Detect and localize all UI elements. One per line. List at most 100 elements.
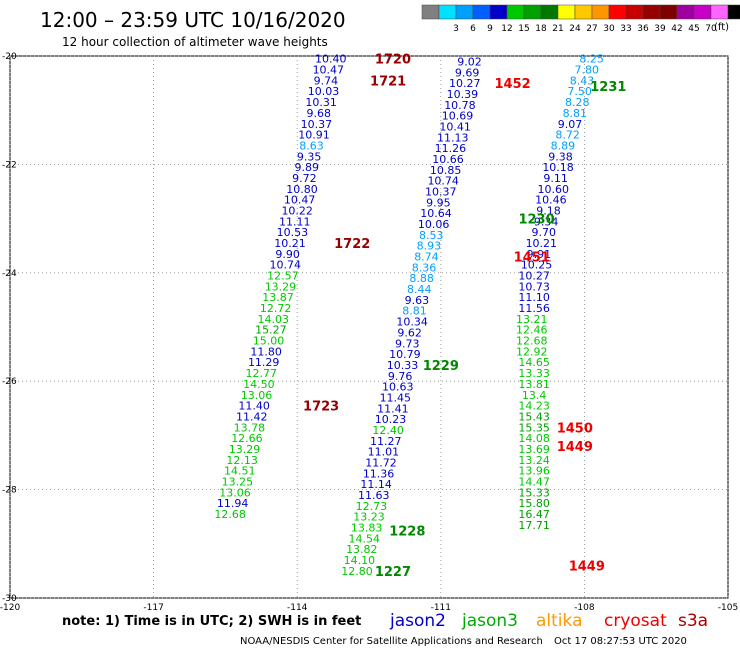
scale-label: 27 [586,24,597,34]
pass-time-label: 1450 [557,421,593,436]
wave-height-value: 10.21 [274,237,306,250]
pass-time-label: 1452 [495,77,531,92]
wave-height-value: 8.53 [419,229,444,242]
wave-height-value: 8.81 [402,305,427,318]
satellite-name: jason3 [461,611,518,631]
wave-height-value: 14.08 [518,432,550,445]
wave-height-value: 10.06 [418,218,450,231]
wave-height-value: 11.94 [217,497,249,510]
wave-height-value: 13.69 [518,443,550,456]
wave-height-value: 10.78 [444,99,476,112]
scale-swatch [693,4,712,20]
wave-height-value: 12.73 [356,500,388,513]
pass-time-label: 1722 [334,237,370,252]
wave-height-value: 10.27 [449,77,481,90]
wave-height-value: 9.62 [397,326,422,339]
wave-height-value: 15.35 [518,421,550,434]
wave-height-value: 9.95 [426,196,451,209]
wave-height-value: 9.07 [558,118,583,131]
x-tick-label: -117 [143,603,163,613]
y-tick-label: -26 [2,377,17,387]
wave-height-value: 8.81 [563,107,588,120]
scale-swatch [523,4,542,20]
wave-height-value: 17.71 [518,519,550,532]
scale-swatch [676,4,695,20]
scale-swatch [489,4,508,20]
wave-height-value: 9.72 [292,172,317,185]
wave-height-value: 15.00 [253,335,285,348]
wave-height-value: 13.29 [265,280,297,293]
pass-time-label: 1229 [423,359,459,374]
y-tick-label: -20 [2,52,17,62]
satellite-legend: jason2 jason3 altika cryosat s3a [389,611,708,631]
wave-height-value: 7.80 [575,64,600,77]
scale-label: 36 [637,24,649,34]
wave-height-value: 9.73 [395,337,420,350]
wave-height-value: 10.60 [538,183,570,196]
scale-swatch [455,4,474,20]
wave-height-value: 9.70 [531,226,556,239]
wave-height-value: 10.47 [313,64,345,77]
pass-time-label: 1230 [518,213,554,228]
scale-label: 33 [620,24,631,34]
scale-label: 6 [470,24,476,34]
scale-swatch [421,4,440,20]
wave-height-value: 7.50 [567,85,592,98]
pass-time-label: 1723 [303,400,339,415]
plot-frame [9,55,729,599]
wave-height-value: 10.47 [284,194,316,207]
wave-height-value: 12.92 [516,345,548,358]
wave-height-value: 12.68 [516,335,548,348]
wave-height-value: 10.40 [315,53,347,66]
wave-height-value: 13.82 [346,543,378,556]
wave-height-value: 13.25 [222,475,254,488]
wave-height-value: 10.33 [387,359,419,372]
wave-height-value: 10.18 [542,161,574,174]
wave-height-value: 13.06 [219,486,251,499]
wave-height-value: 10.34 [396,316,428,329]
wave-height-value: 10.53 [277,226,309,239]
scale-label: 45 [688,24,699,34]
scale-label: 70 [705,24,717,34]
wave-height-value: 10.79 [389,348,421,361]
scale-swatch [574,4,593,20]
wave-height-value: 9.11 [543,172,568,185]
scale-label: 9 [487,24,493,34]
wave-height-value: 10.03 [308,85,340,98]
wave-height-value: 11.56 [518,302,550,315]
footer-credit: NOAA/NESDIS Center for Satellite Applica… [240,636,543,647]
color-scale-legend: 3 6 9 12 15 18 21 24 27 30 33 36 39 42 45 70 [421,4,740,34]
scale-label: 42 [671,24,682,34]
scale-swatch [625,4,644,20]
wave-height-value: 10.80 [286,183,318,196]
wave-height-value: 14.50 [243,378,275,391]
wave-height-value: 12.72 [260,302,292,315]
scale-label: 30 [603,24,615,34]
wave-height-value: 13.96 [518,465,550,478]
wave-height-value: 8.74 [414,251,439,264]
wave-height-value: 11.13 [437,131,469,144]
wave-height-value: 10.74 [427,175,459,188]
wave-height-value: 9.91 [527,248,552,261]
scale-label: 21 [552,24,563,34]
pass-time-label: 1720 [375,53,411,68]
scale-swatch [710,4,729,20]
wave-height-value: 13.83 [351,522,383,535]
wave-height-value: 9.02 [457,55,482,68]
wave-height-value: 12.68 [214,508,246,521]
wave-height-value: 14.03 [258,313,290,326]
wave-height-value: 13.33 [518,367,550,380]
wave-height-value: 9.35 [297,150,322,163]
wave-height-value: 13.29 [229,443,261,456]
wave-height-value: 14.23 [518,400,550,413]
wave-height-value: 13.06 [241,389,273,402]
wave-height-value: 8.72 [555,129,580,142]
pass-time-label: 1227 [375,565,411,580]
chart-title: 12:00 – 23:59 UTC 10/16/2020 [40,8,346,32]
wave-height-value: 11.26 [435,142,467,155]
wave-height-value: 10.39 [447,88,479,101]
scale-label: 12 [501,24,512,34]
wave-height-value: 10.27 [518,270,550,283]
wave-height-value: 11.72 [365,457,397,470]
